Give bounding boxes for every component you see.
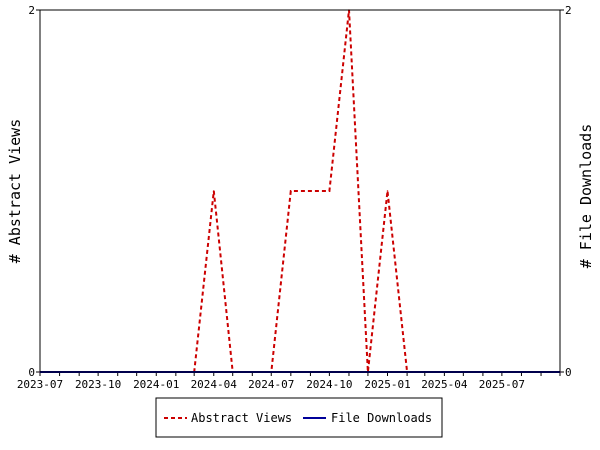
series-line-abstract-views xyxy=(40,9,560,373)
x-tick-label: 2024-07 xyxy=(248,378,294,391)
legend-label-file-downloads: File Downloads xyxy=(331,411,432,425)
ticks-layer xyxy=(36,9,564,376)
data-point-abstract-views xyxy=(290,190,292,192)
x-tick-label: 2024-01 xyxy=(133,378,179,391)
legend-label-abstract-views: Abstract Views xyxy=(191,411,292,425)
x-tick-label: 2024-04 xyxy=(191,378,238,391)
y-right-axis-title: # File Downloads xyxy=(577,124,595,269)
legend-box xyxy=(155,397,443,438)
x-tick-label: 2025-04 xyxy=(421,378,468,391)
y-right-tick-label: 0 xyxy=(565,366,572,379)
data-point-abstract-views xyxy=(212,190,215,192)
y-left-tick-label: 0 xyxy=(28,366,35,379)
y-left-tick-label: 2 xyxy=(28,4,35,17)
x-tick-label: 2023-10 xyxy=(75,378,121,391)
legend: Abstract Views File Downloads xyxy=(155,397,443,438)
plot-area-frame xyxy=(39,9,561,373)
labels-layer: 2023-07 2023-10 2024-01 2024-04 2024-07 2024-… xyxy=(17,4,572,391)
y-left-axis-title: # Abstract Views xyxy=(6,119,24,264)
data-point-abstract-views xyxy=(328,190,331,192)
data-point-abstract-views xyxy=(309,190,312,192)
series-layer xyxy=(39,9,561,373)
x-tick-label: 2025-07 xyxy=(479,378,525,391)
y-right-tick-label: 2 xyxy=(565,4,572,17)
x-tick-label: 2025-01 xyxy=(364,378,410,391)
data-point-abstract-views xyxy=(386,190,389,192)
x-tick-label: 2024-10 xyxy=(306,378,352,391)
x-tick-label: 2023-07 xyxy=(17,378,63,391)
